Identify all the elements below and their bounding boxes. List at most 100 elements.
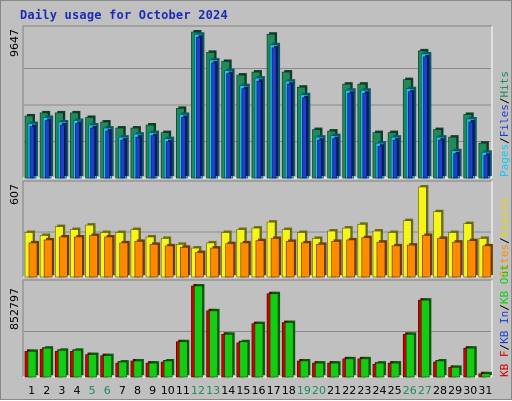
- x-tick-label-30: 30: [463, 384, 477, 397]
- legend-top-item-2: Files: [498, 104, 511, 137]
- legend-top-item-3: /: [498, 98, 511, 105]
- bot-bar-kb-in-26: [405, 334, 415, 378]
- x-tick-label-17: 17: [267, 384, 281, 397]
- mid-bar-sites-29: [452, 241, 461, 278]
- mid-bar-sites-3: [58, 236, 68, 278]
- top-bar-pages-21: [332, 138, 337, 179]
- x-tick-label-3: 3: [58, 384, 65, 397]
- x-tick-label-18: 18: [282, 384, 296, 397]
- legend-bot-item-0: KB F: [498, 351, 511, 378]
- top-bar-pages-2: [44, 120, 50, 179]
- bot-bar-kb-in-27: [421, 299, 430, 378]
- top-bar-pages-7: [120, 139, 126, 179]
- top-bar-pages-8: [135, 136, 141, 179]
- bot-bar-kb-in-9: [148, 362, 158, 378]
- top-bar-pages-26: [407, 91, 413, 179]
- mid-bar-sites-1: [28, 242, 38, 278]
- mid-bar-sites-15: [240, 242, 250, 278]
- bot-bar-kb-in-16: [254, 323, 264, 378]
- bot-bar-kb-in-1: [27, 351, 37, 378]
- x-tick-label-29: 29: [448, 384, 462, 397]
- x-tick-label-9: 9: [149, 384, 156, 397]
- bot-bar-kb-in-17: [269, 293, 279, 378]
- mid-bar-sites-20: [316, 244, 325, 278]
- bot-bar-kb-in-18: [284, 322, 294, 378]
- bot-bar-kb-in-25: [390, 362, 400, 378]
- legend-bot-item-1: /: [498, 344, 511, 351]
- x-tick-label-19: 19: [297, 384, 311, 397]
- x-tick-label-7: 7: [119, 384, 126, 397]
- legend-mid-item-1: /: [498, 237, 511, 244]
- legend-bot-item-2: KB In: [498, 311, 511, 344]
- legend-top: Pages/Files/Hits: [498, 71, 511, 177]
- bot-bar-kb-in-31: [481, 373, 491, 378]
- top-bar-pages-31: [483, 154, 489, 179]
- mid-bar-sites-27: [422, 235, 431, 278]
- legend-mid-item-0: Sites: [498, 244, 511, 277]
- x-tick-label-27: 27: [418, 384, 432, 397]
- chart-title: Daily usage for October 2024: [20, 8, 228, 22]
- mid-bar-sites-17: [270, 238, 280, 278]
- x-tick-label-31: 31: [478, 384, 492, 397]
- x-tick-label-28: 28: [433, 384, 447, 397]
- legend-bot-item-3: /: [498, 304, 511, 311]
- mid-bar-sites-25: [391, 245, 401, 278]
- mid-bar-sites-12: [195, 252, 204, 278]
- mid-bar-sites-18: [285, 241, 295, 278]
- mid-bar-sites-23: [361, 237, 371, 278]
- top-bar-pages-6: [105, 130, 110, 179]
- legend-top-item-0: Pages: [498, 144, 511, 177]
- x-tick-label-5: 5: [89, 384, 96, 397]
- bot-bar-kb-in-13: [209, 310, 218, 378]
- top-bar-pages-23: [362, 92, 368, 179]
- bot-bar-kb-in-15: [239, 341, 249, 378]
- bot-bar-kb-in-8: [133, 360, 143, 378]
- x-tick-label-13: 13: [206, 384, 220, 397]
- legend-top-item-4: Hits: [498, 71, 511, 98]
- x-tick-label-26: 26: [403, 384, 417, 397]
- top-bar-pages-22: [347, 92, 353, 179]
- mid-bar-sites-7: [119, 242, 129, 278]
- top-bar-pages-27: [423, 56, 428, 179]
- bot-bar-kb-in-22: [345, 358, 355, 378]
- bot-bar-kb-in-31-shadow: [483, 371, 492, 375]
- top-bar-pages-4: [75, 123, 80, 179]
- mid-bar-sites-10: [164, 245, 174, 278]
- mid-bar-sites-13: [210, 247, 219, 278]
- bot-bar-kb-in-3: [57, 350, 67, 378]
- x-tick-label-12: 12: [191, 384, 205, 397]
- x-tick-label-11: 11: [176, 384, 190, 397]
- mid-bar-sites-4: [74, 236, 83, 278]
- x-tick-label-14: 14: [221, 384, 235, 397]
- top-bar-pages-19: [302, 97, 307, 179]
- x-tick-label-8: 8: [134, 384, 141, 397]
- bot-bar-kb-in-6: [103, 355, 112, 378]
- bot-bar-kb-in-7: [118, 361, 128, 378]
- mid-bar-sites-28: [437, 238, 446, 278]
- mid-bar-sites-26: [406, 244, 416, 278]
- top-bar-pages-10: [165, 141, 171, 179]
- x-tick-label-25: 25: [388, 384, 402, 397]
- bot-bar-kb-in-12: [194, 285, 203, 378]
- bot-bar-kb-in-20: [315, 362, 324, 378]
- bot-bar-kb-in-19: [300, 360, 309, 378]
- x-tick-label-22: 22: [342, 384, 356, 397]
- mid-bar-sites-22: [346, 239, 356, 278]
- mid-bar-sites-21: [331, 241, 340, 278]
- x-tick-label-2: 2: [43, 384, 50, 397]
- x-tick-label-15: 15: [236, 384, 250, 397]
- top-bar-pages-20: [317, 139, 322, 179]
- top-bar-pages-15: [241, 88, 247, 179]
- bot-bar-kb-in-5: [88, 354, 97, 378]
- mid-bar-sites-9: [149, 244, 159, 278]
- top-bar-pages-25: [392, 139, 398, 179]
- top-bar-pages-5: [90, 127, 95, 179]
- top-bar-pages-11: [180, 117, 186, 179]
- bot-bar-kb-in-29: [451, 367, 460, 378]
- top-bar-pages-18: [286, 83, 292, 179]
- x-tick-label-23: 23: [357, 384, 371, 397]
- bot-bar-kb-in-28: [436, 360, 445, 378]
- bot-bar-kb-in-24: [375, 362, 385, 378]
- mid-bar-sites-24: [376, 241, 386, 278]
